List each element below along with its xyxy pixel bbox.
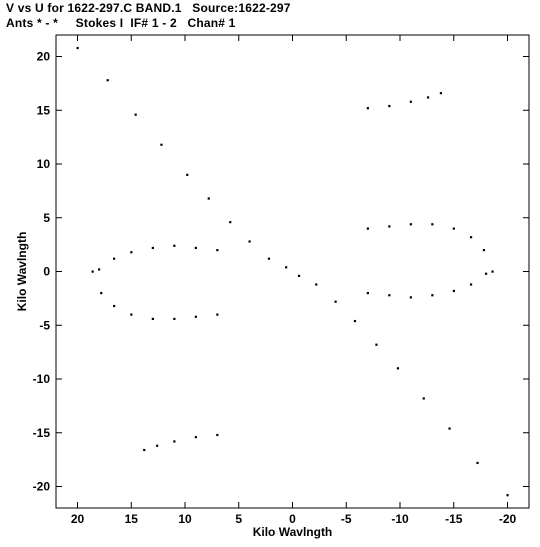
uv-point bbox=[431, 294, 434, 297]
uv-point bbox=[76, 46, 79, 50]
uv-point bbox=[388, 294, 391, 297]
uv-point bbox=[485, 272, 488, 275]
uv-point bbox=[216, 313, 219, 316]
uv-point bbox=[297, 274, 301, 277]
uv-point bbox=[409, 296, 412, 299]
y-tick-label: -20 bbox=[33, 480, 51, 494]
uv-point bbox=[353, 319, 357, 323]
y-tick-label: -10 bbox=[33, 372, 51, 386]
uv-point bbox=[106, 79, 109, 82]
y-axis-ticks: 20 15 10 5 0 -5 -10 -15 -20 bbox=[33, 50, 529, 494]
uv-point bbox=[448, 427, 451, 430]
uv-point bbox=[476, 461, 479, 465]
uv-point bbox=[194, 436, 197, 439]
uv-point bbox=[334, 300, 337, 303]
uv-point bbox=[469, 283, 473, 286]
uv-point bbox=[151, 317, 154, 320]
uv-point bbox=[409, 100, 412, 103]
uv-point bbox=[422, 397, 425, 400]
uv-point bbox=[248, 240, 251, 243]
uv-point bbox=[285, 266, 288, 269]
uv-point bbox=[366, 107, 369, 110]
uv-point bbox=[491, 270, 494, 273]
x-tick-label: 20 bbox=[71, 512, 85, 526]
y-tick-label: -15 bbox=[33, 426, 51, 440]
uv-point bbox=[506, 494, 509, 497]
uv-point bbox=[207, 197, 210, 200]
x-axis-label: Kilo Wavlngth bbox=[253, 525, 333, 539]
uv-point bbox=[216, 249, 219, 252]
uv-point bbox=[134, 113, 137, 116]
uv-point bbox=[151, 246, 154, 250]
y-tick-label: 15 bbox=[37, 103, 51, 117]
uv-point bbox=[216, 433, 219, 437]
x-tick-label: 10 bbox=[178, 512, 192, 526]
uv-point bbox=[143, 448, 146, 452]
y-tick-label: 10 bbox=[37, 157, 51, 171]
uv-point bbox=[409, 223, 412, 226]
uv-point bbox=[315, 283, 318, 286]
uv-point bbox=[160, 143, 163, 146]
uv-point bbox=[388, 225, 391, 228]
uv-point bbox=[156, 444, 159, 447]
uv-point bbox=[113, 257, 116, 260]
uv-point bbox=[388, 104, 391, 108]
uv-point bbox=[173, 440, 176, 443]
uv-point bbox=[186, 173, 189, 176]
uv-point bbox=[113, 304, 116, 308]
uv-point bbox=[173, 317, 176, 320]
uv-point bbox=[229, 221, 232, 224]
x-tick-label: 0 bbox=[289, 512, 296, 526]
uv-point bbox=[194, 246, 197, 250]
chart-subtitle: Ants * - * Stokes I IF# 1 - 2 Chan# 1 bbox=[6, 16, 236, 30]
uv-point bbox=[439, 92, 443, 95]
y-tick-label: 5 bbox=[43, 211, 50, 225]
x-tick-label: 5 bbox=[235, 512, 242, 526]
uv-point bbox=[366, 292, 369, 295]
x-tick-label: -5 bbox=[341, 512, 352, 526]
y-tick-label: 20 bbox=[37, 50, 51, 64]
x-axis-ticks: 20 15 10 5 0 -5 -10 -15 -20 bbox=[71, 35, 517, 526]
x-tick-label: -20 bbox=[499, 512, 517, 526]
uv-point bbox=[267, 257, 271, 260]
uv-point bbox=[173, 244, 176, 247]
uv-points-layer bbox=[76, 46, 509, 497]
uv-point bbox=[396, 367, 400, 370]
uv-point bbox=[194, 315, 197, 318]
y-tick-label: 0 bbox=[43, 265, 50, 279]
uv-point bbox=[469, 236, 473, 239]
chart-title: V vs U for 1622-297.C BAND.1 Source:1622… bbox=[6, 1, 291, 15]
uv-point bbox=[431, 223, 434, 226]
uv-point bbox=[100, 292, 103, 295]
y-tick-label: -5 bbox=[39, 318, 50, 332]
uv-point bbox=[375, 343, 378, 346]
uv-point bbox=[452, 227, 455, 230]
x-tick-label: -10 bbox=[391, 512, 409, 526]
y-axis-label: Kilo Wavlngth bbox=[15, 232, 29, 312]
uv-point bbox=[452, 289, 455, 293]
x-tick-label: 15 bbox=[125, 512, 139, 526]
uv-point bbox=[91, 270, 94, 273]
uv-point bbox=[130, 313, 133, 316]
plot-frame bbox=[55, 34, 530, 509]
uv-point bbox=[426, 96, 430, 99]
uv-point bbox=[130, 251, 133, 254]
uv-point bbox=[366, 227, 369, 230]
x-tick-label: -15 bbox=[445, 512, 463, 526]
uv-point bbox=[482, 249, 486, 252]
uv-point bbox=[98, 268, 101, 271]
